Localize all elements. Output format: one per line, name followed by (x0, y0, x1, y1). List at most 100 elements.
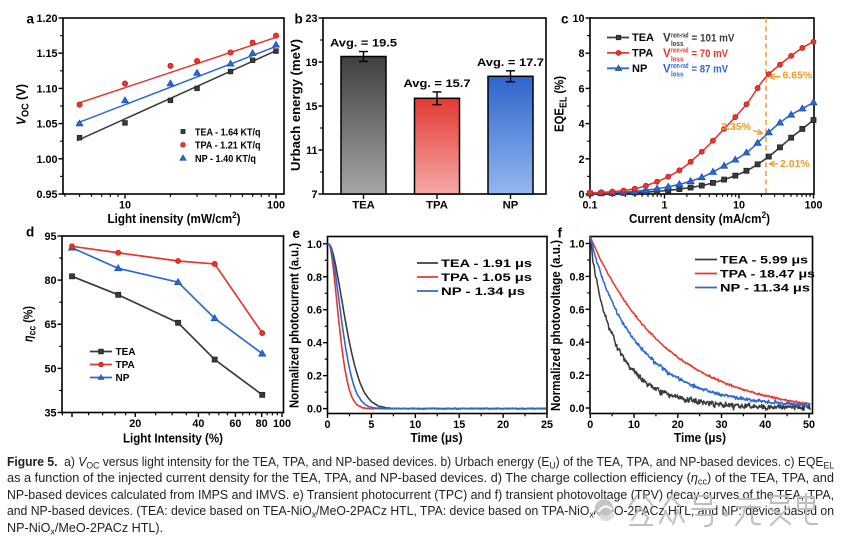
svg-text:TEA - 1.91 μs: TEA - 1.91 μs (441, 258, 532, 270)
svg-text:50: 50 (44, 363, 56, 375)
svg-text:15: 15 (305, 101, 317, 113)
svg-text:5: 5 (368, 419, 374, 431)
svg-text:0.0: 0.0 (307, 404, 322, 416)
svg-text:80: 80 (256, 418, 268, 430)
svg-text:non-rad: non-rad (671, 48, 689, 55)
svg-text:TPA - 1.21 KT/q: TPA - 1.21 KT/q (195, 140, 261, 152)
svg-text:4: 4 (578, 119, 584, 131)
svg-text:Avg. = 15.7: Avg. = 15.7 (404, 78, 471, 90)
svg-text:TPA: TPA (632, 48, 653, 60)
svg-text:EQEEL (%): EQEEL (%) (552, 76, 570, 132)
svg-text:NP: NP (116, 373, 130, 384)
svg-text:95: 95 (44, 231, 56, 243)
svg-text:10: 10 (628, 419, 640, 431)
svg-text:0.8: 0.8 (307, 272, 322, 284)
svg-text:f: f (558, 226, 563, 241)
svg-text:0.4: 0.4 (569, 337, 584, 349)
svg-text:TEA - 5.99 μs: TEA - 5.99 μs (720, 254, 808, 266)
svg-text:20: 20 (672, 419, 684, 431)
svg-text:Avg. = 17.7: Avg. = 17.7 (477, 57, 544, 69)
svg-text:0: 0 (578, 189, 584, 201)
svg-text:40: 40 (759, 419, 771, 431)
svg-text:1: 1 (661, 200, 667, 212)
svg-text:7: 7 (311, 189, 317, 201)
svg-text:6.65%: 6.65% (783, 70, 813, 82)
svg-text:NP - 1.40 KT/q: NP - 1.40 KT/q (195, 153, 256, 165)
svg-text:1.05: 1.05 (36, 119, 57, 131)
svg-text:100: 100 (804, 200, 822, 212)
svg-text:TEA: TEA (116, 347, 136, 358)
svg-text:3.35%: 3.35% (721, 121, 751, 133)
svg-text:c: c (561, 12, 569, 27)
svg-text:20: 20 (129, 418, 141, 430)
svg-text:11: 11 (306, 145, 317, 157)
svg-text:0.6: 0.6 (569, 304, 584, 316)
svg-text:1.0: 1.0 (307, 239, 322, 251)
svg-text:6: 6 (578, 83, 584, 95)
svg-text:TPA - 18.47 μs: TPA - 18.47 μs (720, 268, 815, 280)
svg-text:60: 60 (229, 418, 241, 430)
svg-text:100: 100 (267, 200, 285, 212)
svg-text:1.15: 1.15 (36, 48, 57, 60)
svg-text:V: V (663, 48, 671, 60)
svg-text:= 87 mV: = 87 mV (692, 63, 729, 75)
svg-text:Avg. = 19.5: Avg. = 19.5 (330, 38, 397, 50)
svg-text:Normalized photovoltage (a.u.): Normalized photovoltage (a.u.) (548, 240, 563, 411)
svg-text:NP - 11.34 μs: NP - 11.34 μs (720, 282, 810, 294)
svg-text:0.8: 0.8 (569, 271, 584, 283)
svg-text:1.10: 1.10 (36, 83, 57, 95)
svg-text:Time (μs): Time (μs) (411, 430, 463, 445)
svg-text:NP: NP (632, 63, 647, 75)
svg-text:0.2: 0.2 (569, 370, 584, 382)
svg-text:0.2: 0.2 (307, 371, 322, 383)
svg-text:non-rad: non-rad (671, 32, 689, 39)
svg-text:0.1: 0.1 (582, 200, 597, 212)
svg-text:d: d (26, 225, 34, 240)
svg-text:23: 23 (305, 13, 317, 25)
svg-text:non-rad: non-rad (671, 63, 689, 70)
svg-text:30: 30 (715, 419, 727, 431)
svg-text:Light inensity (mW/cm2): Light inensity (mW/cm2) (108, 210, 241, 226)
svg-text:10: 10 (733, 200, 745, 212)
svg-text:V: V (663, 33, 671, 45)
svg-text:loss: loss (671, 41, 684, 48)
svg-text:NP: NP (503, 200, 519, 212)
svg-text:2: 2 (578, 154, 584, 166)
svg-text:25: 25 (541, 419, 553, 431)
svg-text:50: 50 (803, 419, 815, 431)
svg-text:10: 10 (572, 13, 584, 25)
svg-text:0.95: 0.95 (36, 189, 57, 201)
svg-text:= 101 mV: = 101 mV (692, 33, 736, 45)
svg-text:0.4: 0.4 (307, 338, 322, 350)
svg-text:Light Intensity (%): Light Intensity (%) (123, 431, 223, 446)
svg-text:TEA: TEA (352, 200, 375, 212)
svg-text:80: 80 (44, 275, 56, 287)
svg-text:0: 0 (324, 419, 330, 431)
svg-text:= 70 mV: = 70 mV (692, 48, 729, 60)
svg-text:TPA - 1.05 μs: TPA - 1.05 μs (441, 272, 532, 284)
svg-text:VOC (V): VOC (V) (14, 84, 32, 125)
svg-text:1.0: 1.0 (569, 239, 584, 251)
svg-text:TEA: TEA (632, 32, 654, 44)
svg-text:Urbach energy (meV): Urbach energy (meV) (288, 39, 303, 171)
svg-text:10: 10 (409, 419, 421, 431)
svg-text:19: 19 (305, 57, 317, 69)
svg-text:NP - 1.34 μs: NP - 1.34 μs (441, 286, 525, 298)
svg-text:TPA: TPA (426, 200, 448, 212)
svg-text:35: 35 (44, 408, 56, 420)
svg-text:e: e (293, 226, 301, 241)
svg-text:loss: loss (671, 56, 684, 63)
svg-text:0.0: 0.0 (569, 403, 584, 415)
svg-text:1.00: 1.00 (36, 154, 57, 166)
svg-text:1.20: 1.20 (36, 13, 57, 25)
svg-text:8: 8 (578, 48, 584, 60)
svg-text:0: 0 (587, 419, 593, 431)
svg-text:TPA: TPA (116, 360, 135, 371)
svg-text:20: 20 (497, 419, 509, 431)
svg-text:loss: loss (671, 72, 684, 79)
svg-text:0.6: 0.6 (307, 305, 322, 317)
svg-text:10: 10 (119, 200, 131, 212)
svg-text:Normalized photocurrent (a.u.): Normalized photocurrent (a.u.) (287, 243, 302, 408)
svg-text:ηcc (%): ηcc (%) (22, 306, 39, 342)
svg-text:15: 15 (453, 419, 465, 431)
